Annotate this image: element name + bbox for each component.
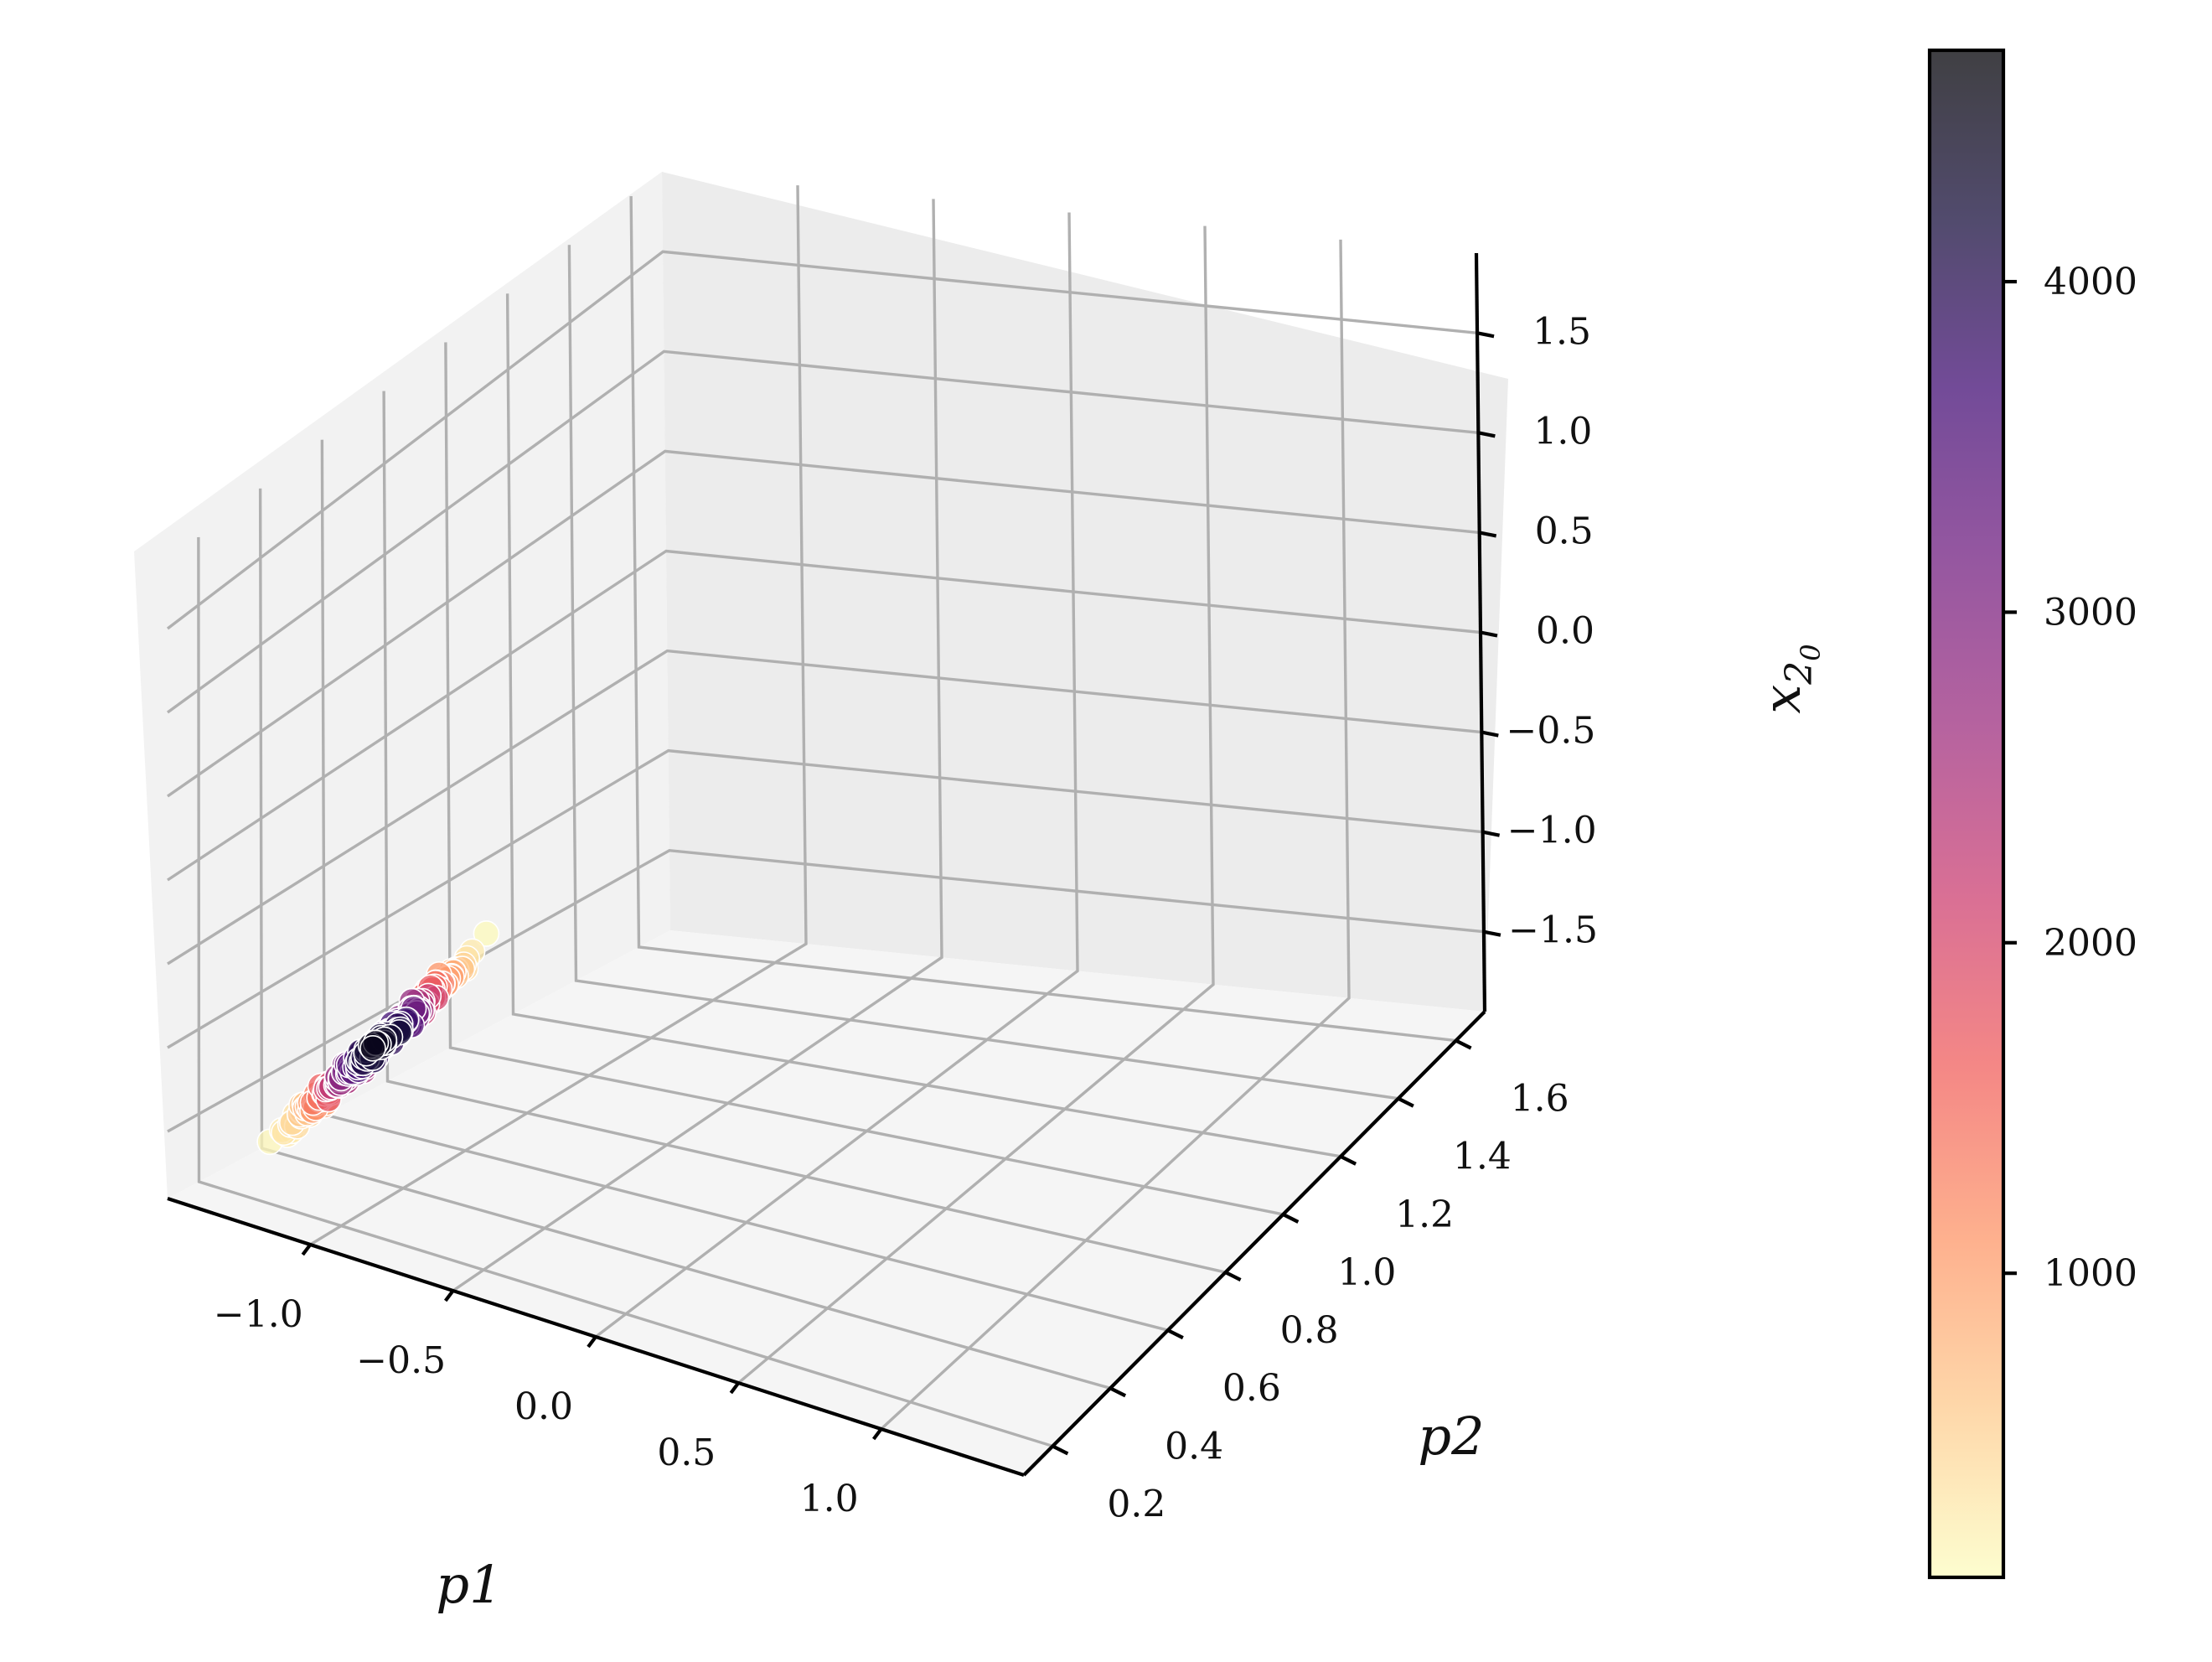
- grid-line-x-4: [880, 239, 1351, 1431]
- grid-line-z-5: [167, 349, 1479, 714]
- grid-line-x-2: [594, 212, 1079, 1338]
- grid-line-z-4: [167, 449, 1480, 798]
- grid-line-x-0: [309, 185, 808, 1246]
- x-tick-2: [587, 1335, 597, 1349]
- y-tick-2: [1166, 1328, 1184, 1340]
- x-tick-4: [871, 1427, 883, 1441]
- x-tick-0: [301, 1243, 313, 1256]
- x-tick-label: 1.0: [800, 1478, 859, 1520]
- y-tick-label: 1.2: [1395, 1193, 1454, 1236]
- y-tick-7: [1455, 1038, 1472, 1050]
- grid-line-z-6: [166, 250, 1478, 630]
- x-tick-3: [729, 1381, 741, 1395]
- floor-pane: [168, 930, 1485, 1475]
- y-tick-5: [1340, 1154, 1357, 1166]
- grid-line-z-0: [167, 848, 1485, 1133]
- grid-line-y-0: [197, 536, 1053, 1448]
- grid-line-y-7: [629, 196, 1456, 1043]
- z-tick-label: −1.0: [1507, 810, 1597, 852]
- y-tick-label: 0.8: [1280, 1309, 1339, 1352]
- y-tick-6: [1397, 1096, 1414, 1108]
- z-tick-label: −0.5: [1506, 710, 1595, 753]
- colorbar-frame: [1927, 48, 2006, 1580]
- grid-line-y-3: [382, 391, 1227, 1274]
- z-tick-0: [1483, 929, 1501, 937]
- y-axis-line: [1022, 1010, 1486, 1477]
- y-axis-label: p2: [1418, 1406, 1484, 1467]
- colorbar-tick-label: 2000: [2044, 922, 2137, 965]
- scatter-point: [359, 1035, 386, 1062]
- x-tick-1: [443, 1289, 455, 1302]
- colorbar-tick-label: 1000: [2044, 1252, 2137, 1295]
- z-tick-label: 1.5: [1532, 310, 1591, 353]
- x-tick-label: −1.0: [214, 1293, 303, 1336]
- y-tick-4: [1282, 1213, 1300, 1224]
- left-pane: [134, 172, 670, 1199]
- grid-line-y-5: [505, 293, 1341, 1158]
- z-tick-label: −1.5: [1508, 909, 1598, 952]
- z-axis-label: x20: [1751, 644, 1827, 713]
- scatter-points: [256, 920, 500, 1156]
- x-tick-label: 0.0: [514, 1385, 573, 1428]
- y-tick-1: [1109, 1386, 1127, 1398]
- axes: −1.0 −0.5 0.0 0.5 1.0 0.20.4 0.6 0.8 1.0 1.2 1.4 1.…: [167, 252, 1598, 1525]
- y-tick-label: 0.4: [1165, 1425, 1223, 1468]
- scatter-point: [473, 920, 500, 947]
- colorbar: [1930, 50, 2003, 1577]
- colorbar-ticks: 1000 2000 3000 4000: [2003, 261, 2137, 1295]
- y-tick-3: [1224, 1271, 1242, 1281]
- z-tick-2: [1481, 730, 1499, 738]
- grid-line-z-1: [167, 748, 1483, 1049]
- grid-line-z-3: [167, 549, 1481, 882]
- x-tick-label: 0.5: [657, 1432, 716, 1474]
- z-tick-label: 0.5: [1535, 510, 1594, 552]
- grid-lines: [166, 185, 1485, 1448]
- y-tick-label: 0.2: [1107, 1483, 1165, 1525]
- y-tick-label: 1.0: [1337, 1251, 1396, 1294]
- z-tick-3: [1480, 630, 1498, 638]
- x-axis-label: p1: [436, 1554, 502, 1615]
- x-tick-label: −0.5: [356, 1339, 446, 1382]
- y-tick-label: 1.6: [1511, 1078, 1569, 1121]
- grid-line-y-4: [444, 342, 1284, 1216]
- y-tick-0: [1052, 1444, 1069, 1456]
- grid-line-z-2: [167, 649, 1482, 966]
- grid-line-x-3: [737, 225, 1215, 1385]
- z-tick-label: 0.0: [1536, 610, 1594, 653]
- grid-line-y-6: [567, 245, 1399, 1100]
- colorbar-tick-label: 4000: [2044, 261, 2137, 303]
- z-tick-4: [1479, 531, 1497, 538]
- z-tick-5: [1477, 431, 1496, 438]
- grid-line-x-1: [452, 199, 943, 1292]
- z-tick-6: [1476, 331, 1495, 339]
- colorbar-tick-label: 3000: [2044, 591, 2137, 634]
- y-tick-label: 1.4: [1453, 1136, 1512, 1178]
- z-tick-label: 1.0: [1533, 410, 1592, 453]
- y-tick-label: 0.6: [1222, 1367, 1281, 1410]
- z-tick-1: [1482, 830, 1501, 837]
